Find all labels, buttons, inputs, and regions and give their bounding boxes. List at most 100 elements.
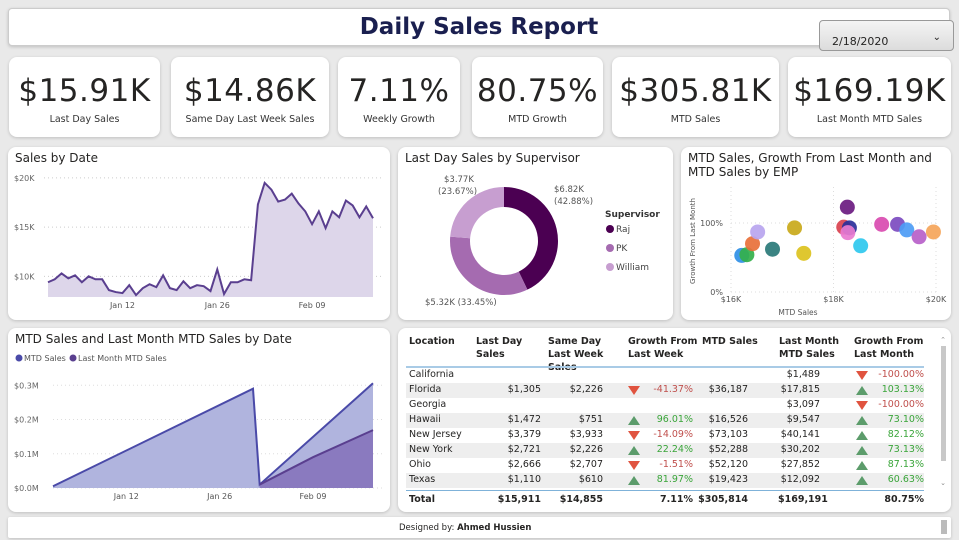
kpi-label: MTD Sales <box>670 114 721 125</box>
scatter-point <box>796 245 812 261</box>
scroll-up-icon[interactable]: ⌃ <box>940 336 946 344</box>
kpi-last-day-sales: $15.91K Last Day Sales <box>9 57 160 137</box>
donut-slice-raj <box>504 187 558 290</box>
legend-raj[interactable]: Raj <box>616 225 630 235</box>
cell: $1,110 <box>507 474 541 485</box>
cell: -1.51% <box>659 459 693 470</box>
cell: California <box>409 369 455 380</box>
y-tick-label: $15K <box>14 223 35 232</box>
footer-scrollbar[interactable] <box>941 520 947 534</box>
x-tick-label: Jan 26 <box>204 301 230 310</box>
area-mtd <box>53 383 373 488</box>
kpi-label: Same Day Last Week Sales <box>185 114 315 125</box>
column-header[interactable]: Last Month MTD Sales <box>779 336 840 360</box>
cell: $1,489 <box>786 369 820 380</box>
cell: Ohio <box>409 459 431 470</box>
kpi-value: $169.19K <box>793 73 946 109</box>
scatter-point <box>745 236 761 252</box>
x-tick-label: Feb 09 <box>300 492 327 501</box>
y-tick-label: $0.3M <box>14 381 39 390</box>
table-scrollbar[interactable]: ⌃ ⌄ <box>939 336 947 496</box>
kpi-value: 80.75% <box>476 73 599 109</box>
cell: 87.13% <box>887 459 924 470</box>
cell: $30,202 <box>780 444 820 455</box>
chart-title: MTD Sales, Growth From Last Month and MT… <box>688 151 932 179</box>
down-arrow-icon <box>856 371 868 380</box>
cell: $2,721 <box>507 444 541 455</box>
location-sales-table: Location Last Day Sales Same Day Last Week… <box>398 328 951 512</box>
total-cell: Total <box>409 494 435 505</box>
william-data-label: $3.77K <box>444 175 474 185</box>
table-row[interactable]: Ohio $2,666 $2,707 -1.51% $52,120 $27,852 87.1… <box>406 458 924 473</box>
scatter-point <box>853 238 869 254</box>
column-header[interactable]: Growth From Last Month <box>854 336 924 360</box>
y-axis-label: Growth From Last Month <box>689 198 697 284</box>
column-header[interactable]: Last Day Sales <box>476 336 523 360</box>
legend-mtd-sales[interactable]: MTD Sales <box>24 354 66 363</box>
cell: Georgia <box>409 399 447 410</box>
scroll-down-icon[interactable]: ⌄ <box>940 479 946 487</box>
table-row[interactable]: Texas $1,110 $610 81.97% $19,423 $12,092 60.63… <box>406 473 924 488</box>
x-tick-label: $20K <box>926 295 947 304</box>
column-header[interactable]: Location <box>409 336 455 347</box>
page-title: Daily Sales Report <box>359 14 599 40</box>
column-header[interactable]: MTD Sales <box>702 336 758 347</box>
x-axis-label: MTD Sales <box>778 308 817 317</box>
kpi-same-day-last-week: $14.86K Same Day Last Week Sales <box>171 57 329 137</box>
table-row[interactable]: Georgia $3,097 -100.00% <box>406 398 924 413</box>
y-tick-label: $0.2M <box>14 416 39 425</box>
footer: Designed by: Ahmed Hussien <box>8 517 951 538</box>
legend-last-month-mtd[interactable]: Last Month MTD Sales <box>78 354 167 363</box>
kpi-value: 7.11% <box>348 73 450 109</box>
kpi-label: Weekly Growth <box>363 114 435 125</box>
date-slicer[interactable]: 2/18/2020 ⌄ <box>819 20 954 51</box>
cell: Florida <box>409 384 442 395</box>
down-arrow-icon <box>628 431 640 440</box>
total-cell: 80.75% <box>884 494 924 505</box>
sales-by-date-chart: Sales by Date $10K $15K $20K Jan 12 Jan 26 Fe… <box>8 147 390 320</box>
cell: $27,852 <box>780 459 820 470</box>
scroll-thumb[interactable] <box>940 346 946 461</box>
table-row[interactable]: Hawaii $1,472 $751 96.01% $16,526 $9,547 73.10… <box>406 413 924 428</box>
cell: $36,187 <box>708 384 748 395</box>
kpi-label: Last Day Sales <box>49 114 120 125</box>
scatter-point <box>750 224 766 240</box>
scatter-point <box>765 241 781 257</box>
up-arrow-icon <box>628 476 640 485</box>
up-arrow-icon <box>856 431 868 440</box>
legend-pk[interactable]: PK <box>616 244 628 254</box>
total-cell: 7.11% <box>660 494 693 505</box>
table-row[interactable]: New York $2,721 $2,226 22.24% $52,288 $30,202… <box>406 443 924 458</box>
kpi-label: MTD Growth <box>508 114 567 125</box>
table-row[interactable]: Florida $1,305 $2,226 -41.37% $36,187 $17,815… <box>406 383 924 398</box>
cell: $2,226 <box>569 444 603 455</box>
scatter-point <box>911 229 927 245</box>
cell: 96.01% <box>656 414 693 425</box>
up-arrow-icon <box>856 446 868 455</box>
chevron-down-icon[interactable]: ⌄ <box>932 32 941 43</box>
total-cell: $15,911 <box>497 494 541 505</box>
cell: $16,526 <box>708 414 748 425</box>
supervisor-donut-chart: Last Day Sales by Supervisor $6.82K (42.… <box>398 147 673 320</box>
y-tick-label: $0.0M <box>14 484 39 493</box>
table-row[interactable]: New Jersey $3,379 $3,933 -14.09% $73,103 $40,… <box>406 428 924 443</box>
total-cell: $305,814 <box>698 494 748 505</box>
cell: $19,423 <box>708 474 748 485</box>
cell: $3,097 <box>786 399 820 410</box>
column-header[interactable]: Growth From Last Week <box>628 336 698 360</box>
title-bar: Daily Sales Report 2/18/2020 ⌄ <box>8 8 954 51</box>
scatter-point <box>840 225 856 241</box>
table-row[interactable]: California $1,489 -100.00% <box>406 368 924 383</box>
legend-william[interactable]: William <box>616 263 649 273</box>
raj-pct-label: (42.88%) <box>554 197 593 207</box>
cell: 60.63% <box>887 474 924 485</box>
cell: $3,933 <box>569 429 603 440</box>
scatter-point <box>874 216 890 232</box>
credit-prefix: Designed by: <box>399 523 458 533</box>
x-tick-label: Jan 26 <box>206 492 232 501</box>
cell: New York <box>409 444 453 455</box>
scatter-point <box>925 224 941 240</box>
designer-credit: Designed by: Ahmed Hussien <box>399 523 531 533</box>
total-divider <box>406 490 924 491</box>
up-arrow-icon <box>856 386 868 395</box>
